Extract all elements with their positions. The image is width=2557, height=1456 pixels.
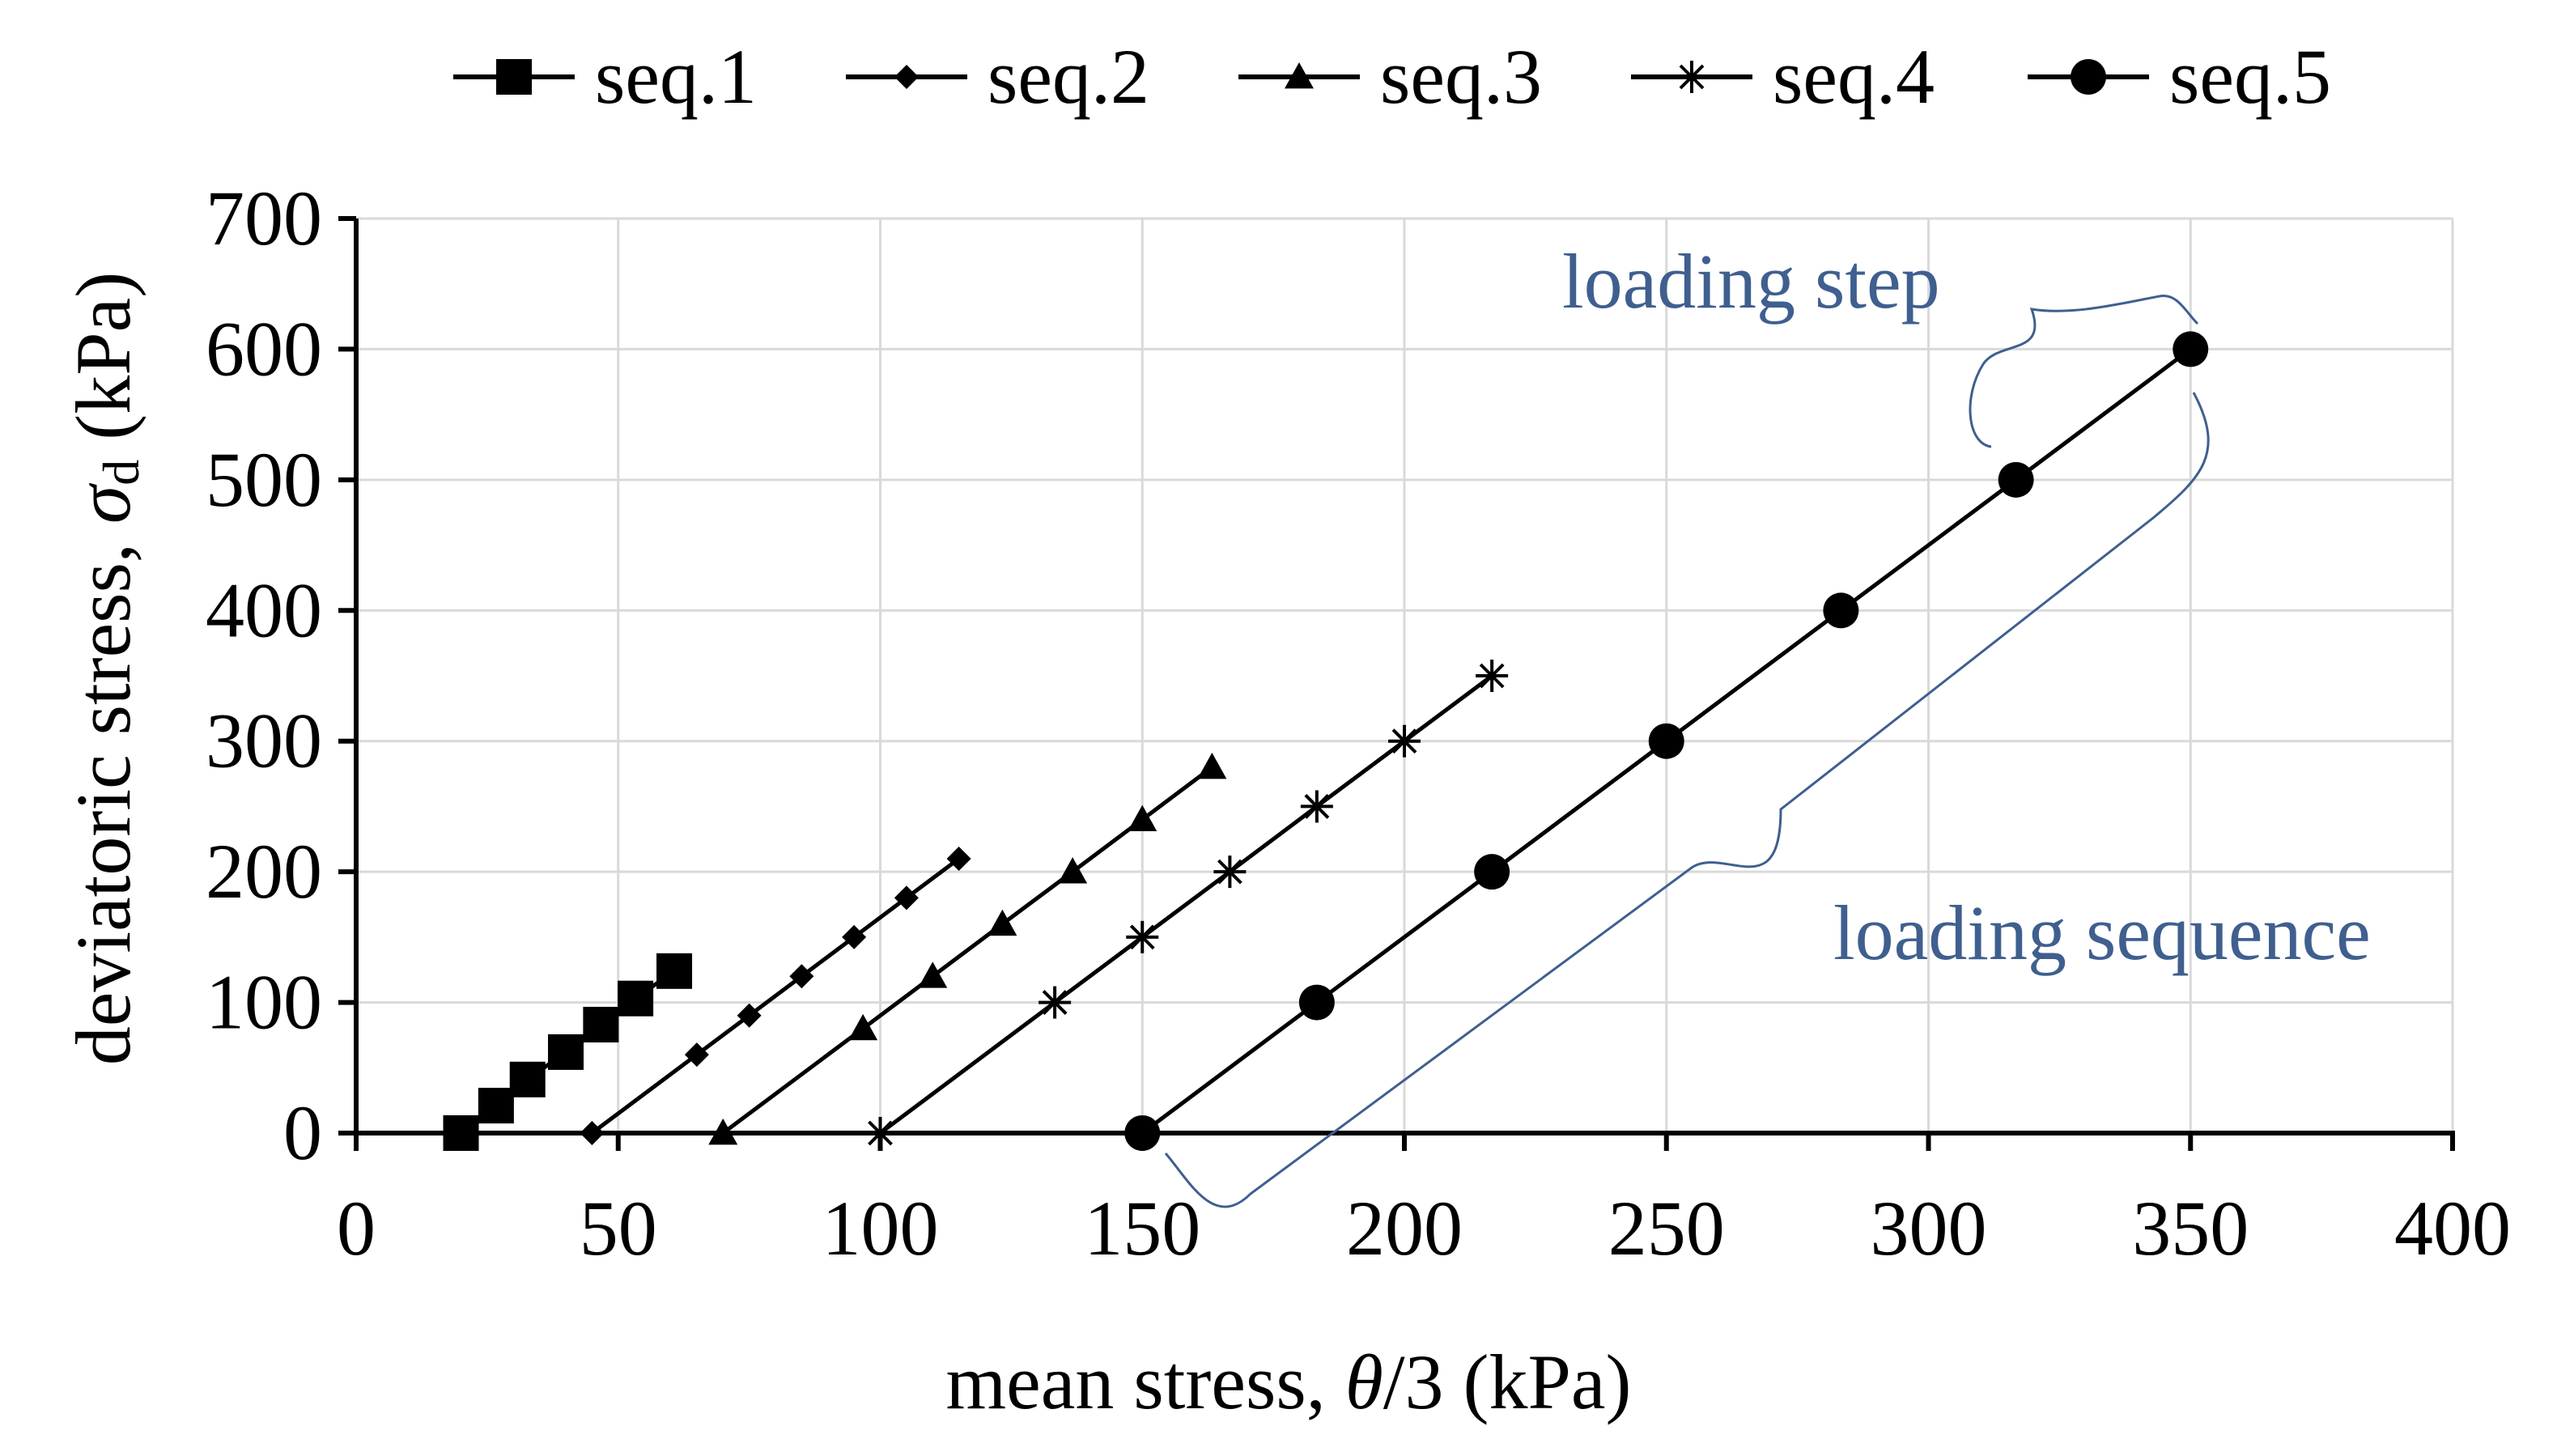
square-marker bbox=[618, 980, 654, 1017]
y-tick-label: 500 bbox=[206, 436, 322, 523]
square-marker bbox=[548, 1034, 584, 1070]
circle-marker bbox=[2173, 331, 2209, 367]
diamond-marker bbox=[894, 65, 919, 89]
loading-step-bracket bbox=[1969, 295, 2199, 448]
triangle-marker bbox=[1285, 62, 1314, 89]
annotation-loading-sequence: loading sequence bbox=[1833, 889, 2371, 976]
triangle-marker bbox=[988, 909, 1017, 936]
asterisk-stroke bbox=[1217, 859, 1242, 885]
asterisk-marker bbox=[1213, 855, 1247, 889]
legend-item-seq4: seq.4 bbox=[1631, 33, 1935, 120]
x-tick-label: 250 bbox=[1608, 1185, 1725, 1271]
series-seq1 bbox=[443, 953, 693, 1151]
asterisk-marker bbox=[1388, 724, 1421, 758]
annotation-loading-step: loading step bbox=[1562, 238, 1940, 325]
legend-item-seq2: seq.2 bbox=[846, 33, 1149, 120]
series-seq5 bbox=[1124, 331, 2209, 1151]
legend-label: seq.3 bbox=[1380, 33, 1542, 120]
legend-label: seq.4 bbox=[1773, 33, 1935, 120]
annotations: loading step loading sequence bbox=[1164, 238, 2371, 1208]
y-tick-label: 200 bbox=[206, 828, 322, 915]
asterisk-marker bbox=[1300, 790, 1333, 823]
x-tick-label: 100 bbox=[822, 1185, 939, 1271]
x-tick-label: 0 bbox=[337, 1185, 376, 1271]
asterisk-stroke bbox=[1391, 728, 1417, 754]
x-tick-label: 150 bbox=[1084, 1185, 1200, 1271]
circle-marker bbox=[1998, 461, 2034, 498]
diamond-marker bbox=[737, 1003, 762, 1028]
x-tick-label: 50 bbox=[580, 1185, 657, 1271]
series-seq3 bbox=[708, 753, 1227, 1145]
circle-marker bbox=[1474, 854, 1510, 890]
diamond-marker bbox=[684, 1042, 709, 1068]
legend: seq.1 seq.2 seq.3 seq.4 seq.5 bbox=[453, 33, 2331, 120]
y-tick-label: 0 bbox=[283, 1089, 322, 1176]
square-marker bbox=[478, 1088, 514, 1124]
legend-item-seq3: seq.3 bbox=[1238, 33, 1542, 120]
series-layer bbox=[443, 331, 2209, 1151]
diamond-marker bbox=[946, 847, 971, 871]
triangle-marker bbox=[918, 961, 948, 988]
square-marker bbox=[656, 953, 693, 989]
grid bbox=[356, 217, 2454, 1133]
triangle-marker bbox=[1197, 753, 1227, 779]
axes bbox=[338, 216, 2455, 1151]
y-axis-title: deviatoric stress, σd (kPa) bbox=[60, 272, 150, 1065]
legend-item-seq5: seq.5 bbox=[2028, 33, 2331, 120]
square-marker bbox=[496, 59, 532, 95]
asterisk-stroke bbox=[1042, 990, 1068, 1015]
circle-marker bbox=[2071, 59, 2106, 95]
asterisk-marker bbox=[1039, 986, 1072, 1019]
series-seq2 bbox=[580, 847, 971, 1145]
y-tick-label: 700 bbox=[206, 175, 322, 261]
x-tick-label: 300 bbox=[1871, 1185, 1987, 1271]
asterisk-marker bbox=[1476, 660, 1509, 692]
diamond-marker bbox=[789, 964, 814, 989]
triangle-marker bbox=[1128, 804, 1157, 831]
circle-marker bbox=[1648, 723, 1684, 759]
square-marker bbox=[509, 1061, 546, 1097]
loading-sequence-bracket bbox=[1164, 392, 2210, 1208]
triangle-marker bbox=[1058, 857, 1088, 884]
x-tick-label: 200 bbox=[1346, 1185, 1463, 1271]
x-tick-label: 350 bbox=[2132, 1185, 2249, 1271]
y-tick-label: 600 bbox=[206, 305, 322, 392]
asterisk-marker bbox=[1126, 920, 1159, 953]
circle-marker bbox=[1823, 592, 1859, 629]
legend-label: seq.5 bbox=[2169, 33, 2331, 120]
square-marker bbox=[583, 1007, 619, 1043]
y-tick-label: 300 bbox=[206, 698, 322, 784]
x-tick-label: 400 bbox=[2394, 1185, 2511, 1271]
legend-item-seq1: seq.1 bbox=[453, 33, 757, 120]
y-tick-label: 400 bbox=[206, 567, 322, 653]
legend-label: seq.1 bbox=[595, 33, 757, 120]
tick-labels: 0 50 100 150 200 250 300 350 400 0 100 200 300 400 500… bbox=[206, 175, 2511, 1271]
diamond-marker bbox=[842, 924, 867, 949]
asterisk-stroke bbox=[1304, 794, 1330, 819]
triangle-marker bbox=[848, 1013, 878, 1041]
diamond-marker bbox=[894, 885, 919, 911]
y-tick-label: 100 bbox=[206, 959, 322, 1046]
asterisk-stroke bbox=[1479, 663, 1505, 689]
x-axis-title: mean stress, θ/3 (kPa) bbox=[946, 1339, 1632, 1425]
asterisk-stroke bbox=[1679, 64, 1705, 90]
asterisk-marker bbox=[1676, 61, 1708, 93]
asterisk-stroke bbox=[1129, 924, 1155, 950]
legend-label: seq.2 bbox=[988, 33, 1149, 120]
circle-marker bbox=[1298, 984, 1335, 1021]
